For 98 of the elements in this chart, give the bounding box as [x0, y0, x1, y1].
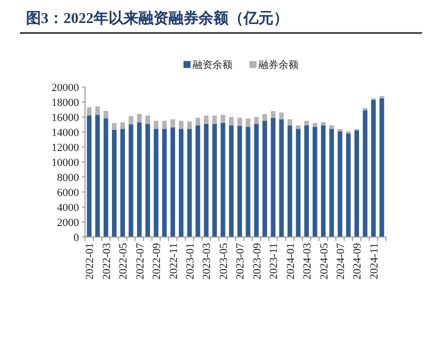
- bar: [279, 112, 284, 120]
- bar: [137, 122, 142, 237]
- bar: [145, 116, 150, 124]
- bar: [312, 126, 318, 237]
- y-tick-label: 4000: [57, 202, 80, 214]
- x-tick-label: 2023-09: [251, 242, 264, 280]
- bar: [196, 125, 200, 237]
- x-tick-label: 2024-09: [352, 242, 364, 280]
- x-tick-label: 2022-09: [151, 242, 164, 280]
- bar: [112, 130, 117, 237]
- x-tick-label: 2023-03: [201, 242, 214, 280]
- x-tick-label: 2022-11: [168, 243, 180, 280]
- bar: [279, 119, 284, 237]
- bar: [162, 120, 167, 129]
- bar: [354, 130, 360, 237]
- bar: [329, 125, 334, 129]
- y-tick-label: 16000: [52, 112, 80, 124]
- y-tick-label: 14000: [52, 127, 80, 139]
- bar: [120, 129, 125, 237]
- bar: [304, 125, 309, 237]
- bar: [254, 117, 259, 124]
- bar: [212, 124, 217, 237]
- bar: [95, 114, 100, 237]
- bar: [246, 126, 250, 237]
- bar: [220, 123, 226, 237]
- bar: [128, 124, 134, 237]
- x-tick-label: 2023-01: [184, 243, 197, 280]
- bar: [304, 120, 309, 126]
- x-tick-label: 2023-11: [268, 243, 280, 280]
- bar: [154, 129, 158, 237]
- bar: [380, 98, 384, 237]
- bar: [187, 129, 192, 237]
- bar: [338, 131, 342, 237]
- bar: [204, 116, 209, 124]
- x-tick-label: 2024-11: [368, 243, 380, 280]
- bar: [178, 120, 184, 129]
- bar: [196, 118, 200, 126]
- bar: [296, 129, 301, 237]
- y-tick-label: 6000: [57, 187, 80, 199]
- bar: [270, 111, 276, 118]
- bar: [237, 126, 242, 237]
- bar: [104, 111, 108, 118]
- bar: [296, 125, 301, 129]
- bar: [329, 129, 334, 237]
- bar: [371, 100, 376, 237]
- bar: [229, 117, 234, 126]
- bar: [154, 120, 158, 129]
- legend-label: 融资余额: [192, 59, 232, 71]
- bar: [120, 122, 125, 129]
- bar: [86, 116, 92, 237]
- bar: [178, 129, 184, 237]
- x-tick-label: 2024-07: [335, 242, 348, 280]
- bar: [320, 122, 326, 126]
- y-tick-label: 8000: [57, 172, 80, 184]
- bar: [262, 114, 268, 121]
- y-tick-label: 20000: [52, 82, 80, 94]
- y-tick-label: 12000: [52, 142, 80, 154]
- bar: [237, 118, 242, 126]
- x-tick-label: 2022-03: [100, 242, 113, 280]
- x-tick-label: 2022-07: [134, 242, 146, 280]
- x-tick-label: 2022-05: [118, 242, 130, 280]
- y-tick-label: 2000: [57, 217, 80, 229]
- legend-label: 融券余额: [258, 59, 298, 71]
- bar: [346, 134, 351, 237]
- bar: [86, 107, 92, 116]
- x-tick-label: 2022-01: [84, 243, 96, 280]
- chart-title: 图3：2022年以来融资融券余额（亿元）: [26, 9, 288, 27]
- bar: [137, 114, 142, 122]
- y-tick-label: 10000: [52, 157, 80, 169]
- x-tick-label: 2024-05: [318, 242, 330, 280]
- bar: [95, 106, 100, 115]
- bar: [288, 125, 292, 237]
- bar: [128, 116, 134, 124]
- y-tick-label: 18000: [52, 97, 80, 109]
- bar: [170, 128, 176, 237]
- bar: [246, 118, 250, 127]
- x-tick-label: 2024-03: [302, 242, 314, 280]
- bar: [262, 120, 268, 237]
- y-tick-label: 0: [74, 232, 80, 244]
- x-tick-label: 2024-01: [284, 243, 297, 280]
- bar: [187, 122, 192, 129]
- bar: [270, 118, 276, 237]
- x-tick-label: 2023-07: [234, 242, 247, 280]
- bar: [220, 114, 226, 123]
- bar: [112, 123, 117, 130]
- bar: [229, 125, 234, 237]
- bar: [145, 124, 150, 237]
- bar: [288, 119, 292, 126]
- bar: [362, 110, 368, 237]
- bar: [212, 116, 217, 124]
- bar: [204, 124, 209, 237]
- bar: [162, 129, 167, 237]
- bar: [320, 125, 326, 237]
- bar: [254, 124, 259, 237]
- x-tick-label: 2023-05: [218, 242, 230, 280]
- bar: [170, 119, 176, 128]
- bar: [104, 118, 108, 237]
- bar: [312, 123, 318, 127]
